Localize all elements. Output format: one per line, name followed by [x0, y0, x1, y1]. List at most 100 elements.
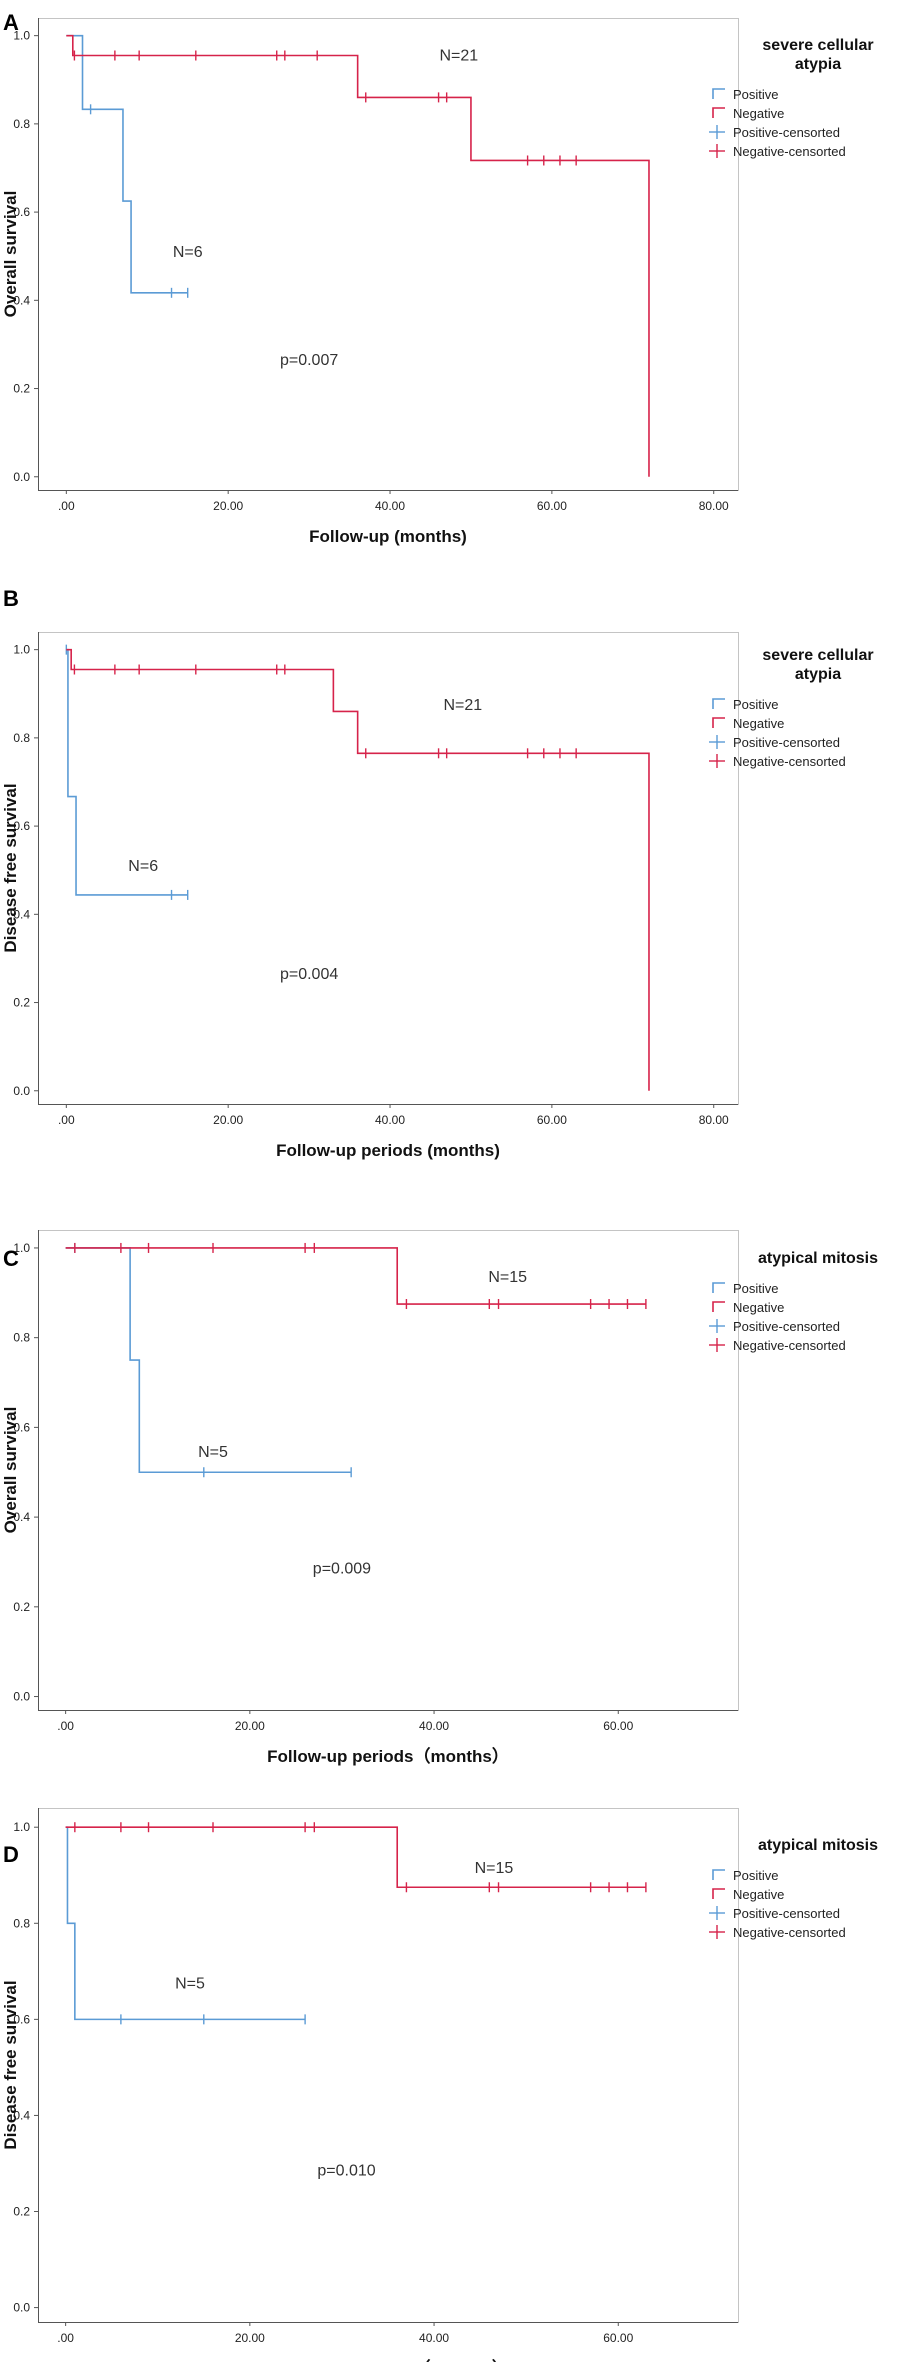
legend-swatch-step: [712, 717, 725, 728]
x-tick-label: 60.00: [537, 499, 567, 513]
annotation: N=6: [173, 244, 203, 261]
km-curve-negative: [66, 648, 650, 1091]
x-tick-label: 60.00: [603, 2331, 633, 2345]
y-tick-label: 0.4: [13, 293, 30, 307]
x-tick-label: .00: [57, 2331, 74, 2345]
plot-frame: [38, 1230, 739, 1711]
y-tick-label: 0.8: [13, 731, 30, 745]
legend: severe cellular atypia Positive Negative Pos…: [709, 37, 874, 159]
panel-letter: B: [3, 586, 19, 611]
x-axis-label: Follow-up periods（months）: [267, 2358, 509, 2362]
annotation: N=21: [439, 47, 478, 64]
legend-title: atypical mitosis: [758, 1837, 878, 1854]
plot-frame: [38, 1808, 739, 2323]
chart-panel-b: B 0.0 0.2 0.4 0.6 0.8 1.0 .00 20.00 40.00 60.00 80.…: [1, 586, 874, 1160]
y-tick-label: 0.4: [13, 2108, 30, 2122]
x-tick-label: 20.00: [213, 1113, 243, 1127]
legend-swatch-step: [712, 698, 725, 709]
y-tick-label: 0.6: [13, 1420, 30, 1434]
x-tick-label: 40.00: [419, 1719, 449, 1733]
legend-entry: Negative-censorted: [733, 1925, 846, 1940]
legend-swatch-step: [712, 88, 725, 99]
x-tick-label: 20.00: [213, 499, 243, 513]
y-axis-label: Disease free survival: [1, 783, 20, 952]
legend-entry: Positive-censorted: [733, 1906, 840, 1921]
legend: severe cellular atypia Positive Negative Pos…: [709, 647, 874, 769]
legend-entry: Negative-censorted: [733, 144, 846, 159]
x-tick-label: 60.00: [537, 1113, 567, 1127]
y-tick-label: 0.8: [13, 1331, 30, 1345]
y-tick-label: 0.0: [13, 470, 30, 484]
legend-entry: Positive-censorted: [733, 1319, 840, 1334]
legend-entry: Positive: [733, 697, 779, 712]
panel-letter: D: [3, 1842, 19, 1867]
legend-entry: Negative: [733, 1887, 784, 1902]
y-tick-label: 0.0: [13, 2301, 30, 2315]
y-axis-label: Overall survival: [1, 1407, 20, 1534]
y-tick-label: 1.0: [13, 29, 30, 43]
y-tick-label: 0.8: [13, 1916, 30, 1930]
legend-entry: Negative: [733, 1300, 784, 1315]
annotation: p=0.010: [317, 2163, 375, 2180]
legend-title: atypical mitosis: [758, 1250, 878, 1267]
annotation: N=15: [475, 1860, 514, 1877]
y-tick-label: 0.8: [13, 117, 30, 131]
plot-frame: [38, 18, 739, 491]
legend-title: atypia: [795, 666, 841, 683]
annotation: N=15: [488, 1269, 527, 1286]
x-tick-label: 40.00: [419, 2331, 449, 2345]
km-curve-positive: [66, 648, 188, 896]
annotation: N=5: [175, 1975, 205, 1992]
legend-swatch-step: [712, 1301, 725, 1312]
annotation: N=21: [444, 697, 483, 714]
km-curve-negative: [65, 1826, 646, 1889]
legend-entry: Negative: [733, 716, 784, 731]
legend-entry: Negative-censorted: [733, 1338, 846, 1353]
y-tick-label: 0.0: [13, 1690, 30, 1704]
y-axis-label: Disease free survival: [1, 1980, 20, 2149]
chart-panel-d: D 0.0 0.2 0.4 0.6 0.8 1.0 .00 20.00 40.00 60.00 Fol…: [1, 1808, 878, 2367]
y-tick-label: 0.4: [13, 1510, 30, 1524]
x-tick-label: 80.00: [699, 499, 729, 513]
x-tick-label: .00: [58, 1113, 75, 1127]
legend-swatch-step: [712, 1282, 725, 1293]
y-tick-label: 0.2: [13, 2205, 30, 2219]
x-tick-label: 20.00: [235, 2331, 265, 2345]
x-tick-label: 80.00: [699, 1113, 729, 1127]
y-tick-label: 0.0: [13, 1084, 30, 1098]
km-curve-positive: [66, 34, 188, 294]
y-tick-label: 0.6: [13, 819, 30, 833]
y-tick-label: 0.6: [13, 205, 30, 219]
chart-panel-a: A 0.0 0.2 0.4 0.6 0.8 1.0 .00 20.00 40.00 60.00 80.…: [1, 10, 874, 546]
legend-entry: Positive: [733, 1868, 779, 1883]
annotation: p=0.007: [280, 352, 338, 369]
annotation: N=5: [198, 1444, 228, 1461]
x-tick-label: .00: [58, 499, 75, 513]
panel-letter: C: [3, 1246, 19, 1271]
legend-entry: Positive: [733, 1281, 779, 1296]
y-tick-label: 0.2: [13, 1600, 30, 1614]
km-curve-negative: [65, 1247, 646, 1305]
y-tick-label: 0.6: [13, 2012, 30, 2026]
legend-swatch-step: [712, 1869, 725, 1880]
legend-entry: Positive-censorted: [733, 735, 840, 750]
x-axis-label: Follow-up periods（months）: [267, 1746, 509, 1766]
y-tick-label: 0.4: [13, 907, 30, 921]
x-tick-label: 20.00: [235, 1719, 265, 1733]
y-tick-label: 0.2: [13, 382, 30, 396]
panel-letter: A: [3, 10, 19, 35]
annotation: p=0.009: [313, 1561, 371, 1578]
y-tick-label: 1.0: [13, 1820, 30, 1834]
legend-swatch-step: [712, 107, 725, 118]
y-tick-label: 0.2: [13, 996, 30, 1010]
y-tick-label: 1.0: [13, 1241, 30, 1255]
x-tick-label: .00: [57, 1719, 74, 1733]
y-axis-label: Overall survival: [1, 191, 20, 318]
legend-entry: Positive-censorted: [733, 125, 840, 140]
legend-title: severe cellular: [762, 647, 873, 664]
legend: atypical mitosis Positive Negative Positive…: [709, 1837, 878, 1940]
x-axis-label: Follow-up periods (months): [276, 1141, 500, 1160]
km-curve-positive: [65, 1247, 352, 1474]
